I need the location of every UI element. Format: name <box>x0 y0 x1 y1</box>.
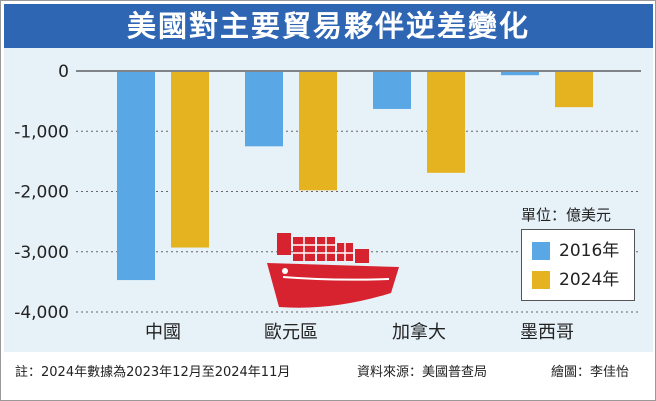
legend-label-2016: 2016年 <box>559 241 620 261</box>
legend-swatch-2016 <box>532 242 550 260</box>
y-tick-label: 0 <box>58 62 69 82</box>
legend-label-2024: 2024年 <box>559 270 620 290</box>
bar-2016-2 <box>373 72 411 109</box>
y-tick-labels: 0 -1,000 -2,000 -3,000 -4,000 <box>14 62 69 323</box>
bar-2016-1 <box>245 72 283 147</box>
footer-credit: 繪圖：李佳怡 <box>551 365 630 380</box>
footer-note: 註：2024年數據為2023年12月至2024年11月 <box>15 365 291 380</box>
y-tick-label: -4,000 <box>14 303 69 323</box>
chart-title: 美國對主要貿易夥伴逆差變化 <box>126 9 530 43</box>
bars <box>117 72 593 281</box>
footer-source: 資料來源：美國普查局 <box>357 365 488 380</box>
y-tick-label: -1,000 <box>14 122 69 142</box>
bar-chart: 0 -1,000 -2,000 -3,000 -4,000 中國 歐元區 加拿大 墨西哥 <box>14 62 641 343</box>
bar-2016-0 <box>117 72 155 281</box>
legend-swatch-2024 <box>532 271 550 289</box>
bar-2024-3 <box>555 72 593 108</box>
bar-2024-2 <box>427 72 465 173</box>
bar-2016-3 <box>501 72 539 76</box>
x-category-label: 中國 <box>145 322 181 343</box>
footer: 註：2024年數據為2023年12月至2024年11月 資料來源：美國普查局 繪… <box>1 361 656 385</box>
x-category-labels: 中國 歐元區 加拿大 墨西哥 <box>145 321 574 343</box>
title-bar: 美國對主要貿易夥伴逆差變化 <box>4 4 653 48</box>
y-tick-label: -2,000 <box>14 183 69 203</box>
bar-2024-1 <box>299 72 337 191</box>
x-category-label: 歐元區 <box>264 322 318 343</box>
bar-2024-0 <box>171 72 209 248</box>
cargo-ship-icon <box>267 233 399 308</box>
unit-label: 單位：億美元 <box>521 206 612 224</box>
x-category-label: 加拿大 <box>392 321 446 343</box>
legend: 2016年 2024年 <box>521 229 635 301</box>
y-tick-label: -3,000 <box>14 243 69 263</box>
x-category-label: 墨西哥 <box>520 322 574 343</box>
